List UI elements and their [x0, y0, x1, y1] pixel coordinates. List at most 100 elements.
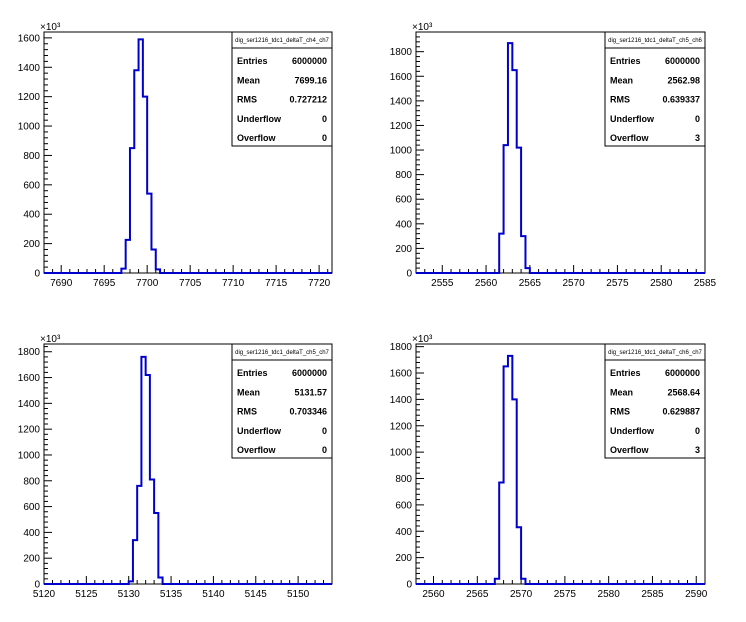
y-tick-label: 600 — [395, 195, 412, 206]
histogram-series — [44, 38, 332, 274]
histogram-bin — [141, 357, 145, 584]
x-tick-label: 2570 — [563, 278, 586, 289]
stat-value-entries: 6000000 — [665, 368, 700, 378]
histogram-title: dig_ser1216_tdc1_deltaT_ch5_ch7 — [235, 350, 329, 356]
x-tick-label: 7700 — [136, 278, 159, 289]
histogram-series — [416, 42, 705, 274]
stat-label-entries: Entries — [610, 56, 641, 66]
stat-value-underflow: 0 — [322, 426, 327, 436]
x-tick-label: 2585 — [694, 278, 717, 289]
y-tick-label: 600 — [23, 502, 40, 513]
stat-value-entries: 6000000 — [292, 56, 327, 66]
histogram-panel-4: 0 200 400 600 800 1000 1200 1400 1600 1800×10³ 256… — [390, 334, 708, 600]
y-tick-label: 1600 — [390, 369, 413, 380]
stat-value-overflow: 3 — [695, 133, 700, 143]
y-tick-label: 1000 — [18, 450, 41, 461]
stats-box: dig_ser1216_tdc1_deltaT_ch5_ch7 Entries 60… — [231, 343, 333, 459]
stats-box-frame — [231, 31, 333, 147]
stat-label-rms: RMS — [610, 95, 630, 105]
stat-value-rms: 0.703346 — [289, 407, 327, 417]
histogram-bin — [158, 578, 162, 584]
histogram-bin — [499, 234, 503, 273]
stats-box: dig_ser1216_tdc1_deltaT_ch6_ch7 Entries 60… — [604, 343, 706, 459]
stat-value-mean: 7699.16 — [294, 75, 327, 85]
y-tick-label: 800 — [395, 170, 412, 181]
x-tick-label: 5140 — [202, 589, 225, 600]
histogram-bin — [139, 39, 143, 273]
y-multiplier-label: ×10³ — [40, 334, 61, 345]
y-tick-label: 1800 — [18, 347, 41, 358]
histogram-bin — [517, 527, 521, 584]
y-tick-label: 1600 — [18, 33, 41, 44]
y-tick-label: 800 — [23, 151, 40, 162]
stat-label-mean: Mean — [237, 75, 260, 85]
stats-box-frame — [604, 31, 706, 147]
histogram-outline — [416, 354, 705, 585]
y-tick-label: 400 — [23, 210, 40, 221]
stat-value-rms: 0.639337 — [662, 95, 700, 105]
stat-label-mean: Mean — [610, 75, 633, 85]
stat-value-overflow: 3 — [695, 445, 700, 455]
x-tick-label: 7710 — [222, 278, 245, 289]
stat-value-overflow: 0 — [322, 133, 327, 143]
stat-label-rms: RMS — [237, 95, 257, 105]
histogram-bin — [147, 194, 151, 273]
histogram-bin — [521, 236, 525, 273]
histogram-bin — [495, 579, 499, 584]
x-tick-label: 2565 — [519, 278, 542, 289]
y-tick-label: 800 — [395, 474, 412, 485]
stat-value-entries: 6000000 — [665, 56, 700, 66]
histogram-bin — [121, 269, 125, 273]
histogram-bin — [517, 148, 521, 273]
histogram-bin — [143, 97, 147, 273]
histogram-panel-1: 0 200 400 600 800 1000 1200 1400 1600×10³ 7690 769… — [18, 22, 333, 289]
x-tick-label: 2585 — [641, 589, 664, 600]
y-tick-label: 1400 — [18, 63, 41, 74]
y-tick-label: 400 — [395, 527, 412, 538]
histogram-outline — [44, 355, 332, 585]
histogram-bin — [154, 513, 158, 584]
x-tick-label: 5150 — [287, 589, 310, 600]
y-tick-label: 1600 — [18, 373, 41, 384]
x-tick-label: 2560 — [475, 278, 498, 289]
stats-box-frame — [231, 343, 333, 459]
y-multiplier-label: ×10³ — [412, 334, 433, 345]
x-tick-label: 2565 — [466, 589, 489, 600]
y-tick-label: 400 — [395, 219, 412, 230]
histogram-bin — [133, 540, 137, 584]
y-tick-label: 1800 — [390, 342, 413, 353]
stat-label-underflow: Underflow — [237, 114, 282, 124]
histogram-bin — [521, 579, 525, 584]
histogram-title: dig_ser1216_tdc1_deltaT_ch5_ch6 — [608, 38, 702, 44]
stat-label-entries: Entries — [237, 368, 268, 378]
histogram-bin — [512, 70, 516, 273]
stat-label-overflow: Overflow — [237, 445, 277, 455]
stat-label-overflow: Overflow — [610, 445, 650, 455]
y-tick-label: 1000 — [18, 122, 41, 133]
y-tick-label: 0 — [406, 269, 412, 280]
x-tick-label: 5125 — [75, 589, 98, 600]
x-tick-label: 2555 — [431, 278, 454, 289]
histogram-bin — [129, 581, 133, 584]
y-tick-label: 600 — [395, 500, 412, 511]
y-tick-label: 1200 — [390, 421, 413, 432]
x-tick-label: 5135 — [160, 589, 183, 600]
stat-label-underflow: Underflow — [237, 426, 282, 436]
y-tick-label: 1200 — [390, 121, 413, 132]
stat-value-mean: 2562.98 — [667, 75, 700, 85]
y-tick-label: 1400 — [390, 96, 413, 107]
stat-value-underflow: 0 — [322, 114, 327, 124]
histogram-bin — [146, 375, 150, 584]
x-tick-label: 7720 — [308, 278, 331, 289]
histogram-bin — [525, 268, 529, 273]
histogram-bin — [508, 356, 512, 584]
histogram-bin — [126, 240, 130, 273]
y-tick-label: 1400 — [18, 399, 41, 410]
histogram-bin — [130, 148, 134, 273]
stat-label-entries: Entries — [610, 368, 641, 378]
x-tick-label: 2560 — [422, 589, 445, 600]
stat-value-overflow: 0 — [322, 445, 327, 455]
x-tick-label: 2580 — [598, 589, 621, 600]
stat-label-rms: RMS — [610, 407, 630, 417]
histogram-bin — [499, 482, 503, 584]
